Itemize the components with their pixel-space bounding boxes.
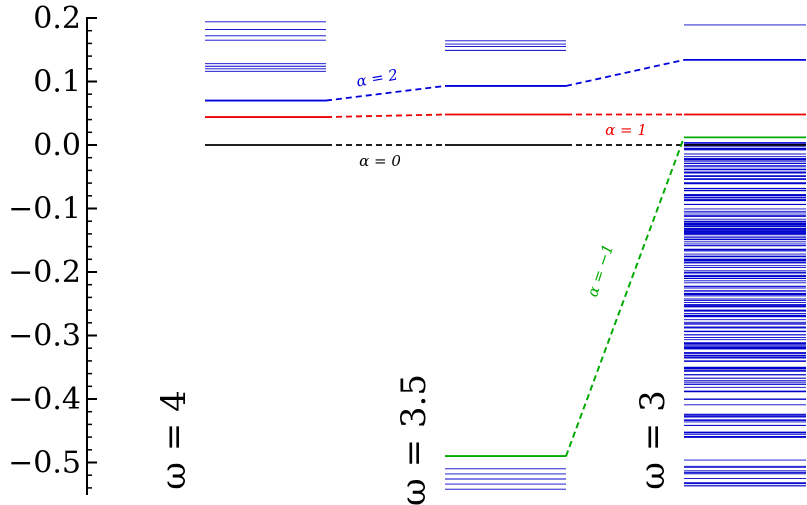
- y-tick-label: 0.1: [33, 65, 81, 100]
- series-label: α = 2: [355, 66, 399, 91]
- series-levels: [205, 59, 806, 458]
- series-connector: [565, 59, 685, 87]
- series-connectors: [325, 59, 685, 457]
- series-connector: [325, 113, 446, 118]
- y-tick-label: 0.2: [33, 1, 81, 36]
- group-label: ω = 4: [154, 390, 194, 489]
- y-tick-label: 0.0: [33, 128, 81, 163]
- y-tick-label: −0.2: [8, 255, 81, 290]
- group-label: ω = 3.5: [394, 374, 434, 505]
- series-connector: [565, 137, 685, 457]
- y-tick-label: −0.1: [8, 192, 81, 227]
- series-label: α = 0: [359, 152, 401, 170]
- y-axis: 0.2 0.1 0.0 −0.1 −0.2 −0.3 −0.4 −0.5: [8, 1, 97, 495]
- series-label: α = −1: [583, 242, 617, 299]
- background-levels: [205, 21, 806, 490]
- group-label: ω = 3: [633, 390, 673, 489]
- series-connector: [325, 85, 446, 102]
- chart-labels: α = 2 α = 1 α = 0 α = −1 ω = 4 ω = 3.5 ω = 3: [154, 66, 673, 505]
- y-tick-label: −0.5: [8, 446, 81, 481]
- y-tick-label: −0.4: [8, 382, 81, 417]
- y-tick-label: −0.3: [8, 319, 81, 354]
- series-label: α = 1: [605, 121, 647, 139]
